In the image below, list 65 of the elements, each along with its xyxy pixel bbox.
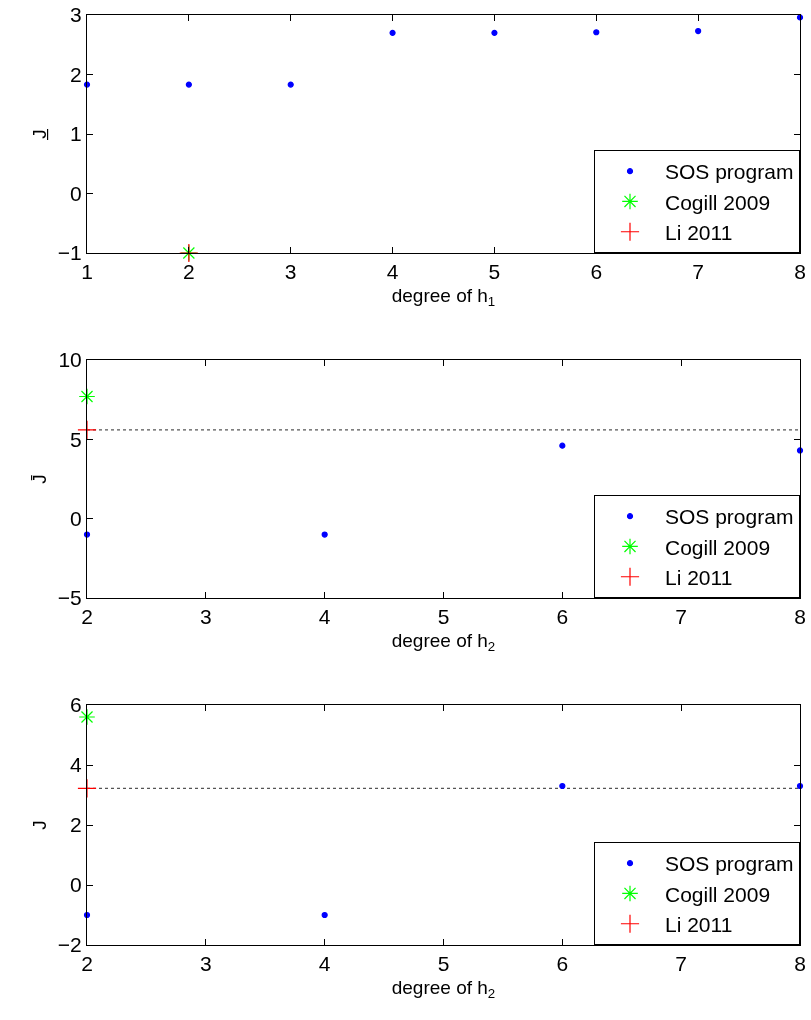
legend-label: SOS program bbox=[665, 852, 794, 876]
y-tick-label: 0 bbox=[70, 507, 82, 531]
x-tick-label: 8 bbox=[794, 260, 806, 284]
x-axis-title: degree of h$_{2}$ bbox=[391, 630, 496, 654]
y-tick-label: 1 bbox=[70, 122, 82, 146]
x-tick-label: 3 bbox=[199, 605, 212, 629]
point bbox=[593, 29, 600, 36]
x-tick-label: 7 bbox=[675, 952, 688, 976]
legend-label: Cogill 2009 bbox=[665, 535, 771, 559]
point bbox=[321, 911, 328, 919]
x-tick-label: 5 bbox=[437, 605, 450, 629]
x-tick-label: 4 bbox=[318, 605, 331, 629]
x-tick-label: 8 bbox=[794, 605, 806, 629]
y-tick-label: 4 bbox=[70, 753, 83, 777]
y-tick-label: −5 bbox=[57, 586, 82, 610]
x-tick-label: 6 bbox=[556, 605, 569, 629]
x-tick-label: 3 bbox=[284, 260, 297, 284]
y-tick-label: −2 bbox=[57, 933, 82, 957]
point bbox=[83, 531, 91, 538]
y-tick-label: 6 bbox=[70, 693, 82, 717]
x-tick-label: 7 bbox=[692, 260, 704, 284]
y-tick-label: −1 bbox=[57, 241, 82, 265]
point bbox=[77, 778, 97, 799]
legend-label: Li 2011 bbox=[665, 565, 733, 589]
point bbox=[559, 442, 566, 449]
point bbox=[83, 81, 91, 88]
legend-label: Li 2011 bbox=[665, 220, 733, 244]
point bbox=[796, 782, 804, 790]
point bbox=[695, 27, 702, 35]
y-tick-label: 2 bbox=[70, 62, 82, 86]
y-axis-title: J̄ bbox=[28, 474, 50, 484]
legend-label: SOS program bbox=[665, 505, 794, 529]
point bbox=[321, 531, 328, 538]
y-tick-label: 5 bbox=[70, 427, 82, 451]
legend-label: Cogill 2009 bbox=[665, 190, 771, 214]
x-tick-label: 6 bbox=[556, 952, 569, 976]
y-tick-label: 3 bbox=[70, 3, 82, 27]
point bbox=[491, 29, 498, 36]
legend-label: SOS program bbox=[665, 160, 794, 184]
x-tick-label: 3 bbox=[199, 952, 212, 976]
x-axis-title: degree of h$_{1}$ bbox=[391, 285, 496, 309]
x-tick-label: 7 bbox=[675, 605, 688, 629]
point bbox=[185, 81, 192, 88]
y-tick-label: 0 bbox=[70, 181, 82, 205]
point bbox=[287, 81, 294, 88]
point bbox=[796, 447, 804, 454]
legend-label: Li 2011 bbox=[665, 912, 733, 936]
x-tick-label: 6 bbox=[590, 260, 603, 284]
y-axis-title: J bbox=[28, 820, 50, 830]
x-tick-label: 2 bbox=[183, 260, 195, 284]
point bbox=[83, 911, 91, 919]
x-tick-label: 5 bbox=[488, 260, 501, 284]
point bbox=[78, 388, 96, 405]
y-tick-label: 2 bbox=[70, 813, 82, 837]
point bbox=[559, 782, 566, 790]
x-tick-label: 4 bbox=[386, 260, 399, 284]
x-tick-label: 5 bbox=[437, 952, 450, 976]
x-tick-label: 8 bbox=[794, 952, 806, 976]
x-tick-label: 4 bbox=[318, 952, 331, 976]
y-axis-title: J̲ bbox=[28, 128, 50, 141]
point bbox=[389, 29, 396, 36]
x-axis-title: degree of h$_{2}$ bbox=[391, 977, 496, 1001]
legend-label: Cogill 2009 bbox=[665, 882, 771, 906]
y-tick-label: 0 bbox=[70, 873, 82, 897]
y-tick-label: 10 bbox=[58, 348, 82, 372]
